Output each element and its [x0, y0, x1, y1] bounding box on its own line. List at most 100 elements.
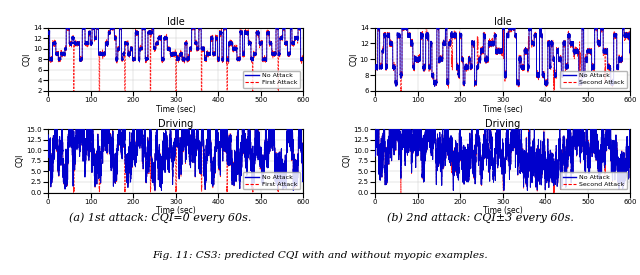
No Attack: [136, 60, 143, 63]
No Attack: [159, 59, 166, 62]
Line: Second Attack: Second Attack: [375, 1, 630, 106]
First Attack: [44, 100, 52, 103]
No Attack: [300, 56, 307, 60]
First Attack: [70, 191, 77, 194]
Second Attack: [397, 104, 405, 107]
Line: No Attack: No Attack: [48, 25, 303, 62]
No Attack: [431, 129, 438, 132]
No Attack: [300, 164, 307, 167]
No Attack: [449, 189, 457, 192]
Second Attack: [371, 132, 379, 136]
No Attack: [104, 42, 111, 46]
Y-axis label: CQI: CQI: [342, 154, 351, 167]
First Attack: [298, 57, 305, 60]
Text: (a) 1st attack: CQI=0 every 60s.: (a) 1st attack: CQI=0 every 60s.: [69, 213, 251, 224]
No Attack: [627, 140, 634, 144]
First Attack: [106, 32, 114, 35]
No Attack: [433, 25, 441, 29]
Title: Driving: Driving: [158, 119, 193, 129]
Legend: No Attack, First Attack: No Attack, First Attack: [243, 70, 300, 88]
No Attack: [592, 22, 600, 25]
No Attack: [106, 32, 114, 35]
Second Attack: [433, 155, 441, 159]
Text: (b) 2nd attack: CQI±3 every 60s.: (b) 2nd attack: CQI±3 every 60s.: [387, 213, 573, 224]
No Attack: [44, 141, 52, 144]
No Attack: [486, 163, 493, 166]
No Attack: [627, 50, 634, 53]
Second Attack: [467, 63, 475, 67]
X-axis label: Time (sec): Time (sec): [483, 206, 522, 215]
No Attack: [431, 85, 438, 88]
Line: First Attack: First Attack: [48, 126, 303, 192]
No Attack: [141, 26, 148, 29]
Line: No Attack: No Attack: [375, 23, 630, 86]
Second Attack: [486, 159, 493, 163]
No Attack: [625, 33, 632, 36]
No Attack: [151, 189, 159, 192]
First Attack: [300, 164, 307, 167]
First Attack: [298, 147, 305, 150]
No Attack: [433, 155, 441, 159]
First Attack: [300, 54, 307, 58]
First Attack: [106, 140, 114, 143]
Second Attack: [627, 140, 634, 143]
Second Attack: [627, 50, 634, 53]
No Attack: [105, 31, 113, 35]
Second Attack: [431, 129, 438, 132]
X-axis label: Time (sec): Time (sec): [156, 206, 196, 215]
Y-axis label: CQI: CQI: [15, 154, 24, 167]
Line: No Attack: No Attack: [48, 129, 303, 190]
Y-axis label: CQI: CQI: [349, 53, 358, 66]
Second Attack: [372, 118, 380, 121]
First Attack: [141, 141, 148, 144]
No Attack: [371, 127, 379, 131]
No Attack: [467, 137, 475, 140]
No Attack: [625, 170, 632, 173]
Second Attack: [486, 41, 493, 45]
Legend: No Attack, First Attack: No Attack, First Attack: [243, 172, 300, 189]
No Attack: [431, 82, 438, 86]
Second Attack: [625, 170, 632, 173]
X-axis label: Time (sec): Time (sec): [156, 104, 196, 114]
No Attack: [44, 31, 52, 34]
No Attack: [104, 134, 111, 137]
X-axis label: Time (sec): Time (sec): [483, 104, 522, 114]
Second Attack: [371, 47, 379, 50]
Second Attack: [432, 160, 440, 163]
No Attack: [140, 128, 148, 131]
First Attack: [141, 26, 148, 29]
Title: Idle: Idle: [167, 17, 184, 28]
Title: Idle: Idle: [494, 17, 511, 28]
First Attack: [44, 97, 52, 100]
First Attack: [104, 151, 111, 155]
First Attack: [159, 60, 166, 64]
No Attack: [371, 145, 379, 148]
First Attack: [105, 126, 113, 129]
No Attack: [159, 149, 166, 152]
No Attack: [51, 127, 59, 131]
Second Attack: [625, 31, 632, 35]
Second Attack: [432, 82, 440, 85]
Line: Second Attack: Second Attack: [375, 119, 630, 197]
Second Attack: [467, 144, 475, 148]
First Attack: [44, 187, 52, 191]
Second Attack: [431, 83, 438, 86]
No Attack: [467, 63, 475, 67]
No Attack: [105, 136, 113, 139]
No Attack: [432, 159, 440, 162]
Legend: No Attack, Second Attack: No Attack, Second Attack: [560, 172, 627, 189]
No Attack: [486, 41, 493, 45]
No Attack: [371, 68, 379, 71]
First Attack: [105, 33, 113, 36]
Title: Driving: Driving: [485, 119, 520, 129]
First Attack: [64, 22, 72, 25]
No Attack: [109, 24, 116, 27]
Second Attack: [525, 0, 533, 3]
No Attack: [106, 138, 114, 141]
No Attack: [432, 83, 440, 86]
Y-axis label: CQI: CQI: [22, 53, 31, 66]
Line: No Attack: No Attack: [375, 129, 630, 190]
Second Attack: [550, 195, 558, 198]
Legend: No Attack, Second Attack: No Attack, Second Attack: [560, 70, 627, 88]
First Attack: [104, 43, 111, 46]
